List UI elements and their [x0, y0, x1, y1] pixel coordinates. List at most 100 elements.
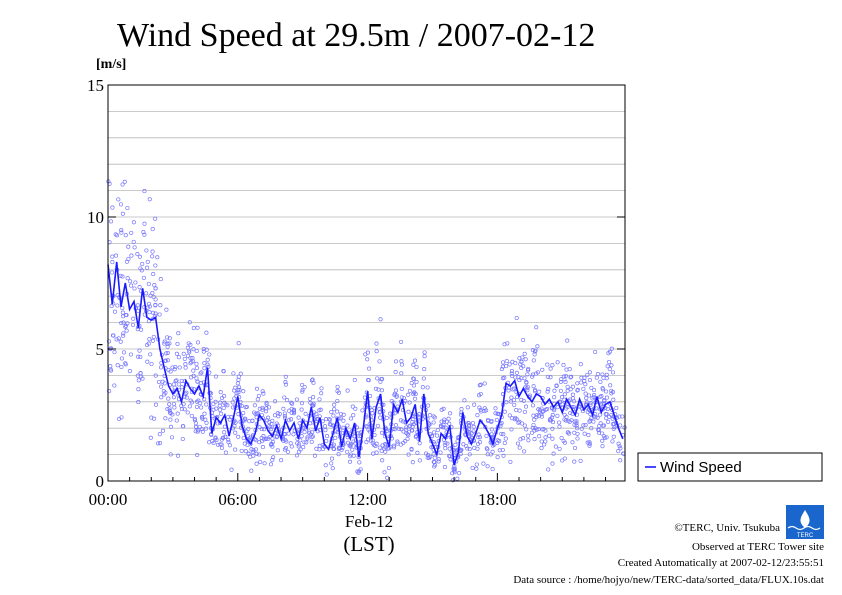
scatter-point — [611, 397, 616, 402]
scatter-point — [112, 350, 117, 355]
scatter-point — [119, 320, 124, 326]
scatter-point — [561, 438, 566, 444]
scatter-point — [257, 440, 262, 445]
scatter-point — [168, 452, 173, 457]
scatter-point — [142, 232, 147, 237]
scatter-point — [153, 216, 158, 221]
scatter-point — [124, 313, 129, 318]
scatter-point — [579, 375, 584, 380]
scatter-point — [218, 411, 224, 416]
scatter-point — [393, 359, 399, 364]
scatter-point — [509, 371, 514, 376]
scatter-point — [523, 385, 528, 390]
scatter-point — [422, 367, 427, 372]
scatter-point — [168, 417, 173, 422]
scatter-point — [575, 436, 580, 441]
scatter-point — [114, 337, 119, 342]
scatter-point — [322, 424, 328, 429]
scatter-point — [307, 429, 312, 434]
scatter-point — [601, 375, 606, 380]
scatter-point — [222, 430, 227, 435]
scatter-point — [410, 428, 415, 433]
scatter-point — [410, 460, 415, 465]
scatter-point — [578, 458, 583, 463]
scatter-point — [287, 418, 292, 423]
scatter-point — [507, 413, 512, 418]
scatter-point — [162, 392, 167, 397]
scatter-point — [522, 409, 527, 414]
scatter-point — [464, 457, 469, 462]
scatter-point — [426, 456, 432, 461]
scatter-point — [132, 245, 137, 250]
scatter-point — [204, 420, 209, 425]
scatter-point — [591, 388, 597, 393]
scatter-point — [264, 409, 269, 414]
scatter-point — [200, 416, 205, 421]
scatter-point — [137, 348, 142, 353]
scatter-point — [506, 388, 511, 393]
scatter-point — [223, 402, 228, 407]
scatter-point — [471, 424, 476, 429]
scatter-point — [110, 333, 116, 338]
scatter-point — [448, 411, 453, 416]
scatter-point — [122, 179, 127, 184]
scatter-point — [485, 464, 490, 469]
scatter-point — [184, 395, 189, 400]
scatter-point — [174, 351, 179, 356]
scatter-point — [120, 274, 125, 279]
x-tick-label: 00:00 — [89, 490, 128, 509]
scatter-point — [119, 228, 124, 233]
scatter-point — [261, 427, 267, 432]
scatter-point — [333, 435, 338, 440]
scatter-point — [526, 368, 531, 373]
scatter-point — [539, 414, 544, 419]
scatter-point — [489, 419, 494, 424]
scatter-point — [427, 413, 433, 418]
scatter-point — [233, 420, 238, 425]
scatter-point — [149, 361, 154, 367]
scatter-point — [457, 471, 462, 476]
scatter-point — [135, 373, 140, 378]
scatter-point — [201, 347, 206, 352]
scatter-point — [533, 426, 538, 431]
scatter-point — [290, 401, 295, 406]
scatter-points — [106, 179, 627, 483]
scatter-point — [260, 445, 265, 450]
scatter-point — [583, 391, 588, 396]
scatter-point — [543, 435, 548, 440]
scatter-point — [588, 401, 593, 406]
scatter-point — [153, 373, 158, 378]
scatter-point — [587, 440, 592, 445]
scatter-point — [561, 363, 566, 368]
scatter-point — [443, 446, 448, 451]
scatter-point — [132, 286, 137, 291]
scatter-point — [435, 428, 440, 433]
scatter-point — [193, 424, 199, 429]
scatter-point — [432, 430, 437, 435]
scatter-point — [164, 307, 169, 312]
scatter-point — [447, 421, 452, 426]
scatter-point — [345, 440, 351, 445]
scatter-point — [239, 448, 244, 453]
scatter-point — [199, 370, 204, 375]
scatter-point — [270, 418, 275, 423]
scatter-point — [601, 423, 607, 428]
scatter-point — [574, 419, 579, 424]
scatter-point — [510, 359, 515, 364]
grid-lines — [108, 111, 625, 456]
scatter-point — [200, 429, 205, 434]
scatter-point — [617, 444, 622, 449]
scatter-point — [417, 441, 422, 446]
scatter-point — [453, 448, 458, 453]
scatter-point — [173, 364, 178, 370]
scatter-point — [165, 358, 170, 363]
scatter-point — [153, 263, 158, 268]
scatter-point — [586, 393, 592, 398]
scatter-point — [247, 419, 252, 424]
scatter-point — [566, 418, 571, 423]
scatter-point — [582, 431, 587, 436]
scatter-point — [377, 406, 382, 411]
scatter-point — [482, 409, 487, 414]
scatter-point — [199, 381, 204, 386]
scatter-point — [141, 230, 146, 235]
